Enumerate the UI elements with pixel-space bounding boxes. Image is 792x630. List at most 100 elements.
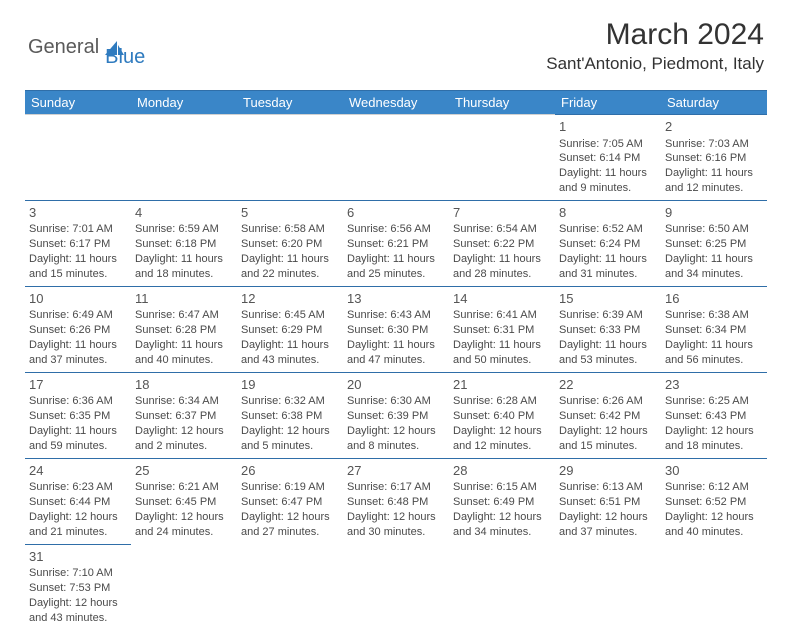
daylight-text: and 34 minutes.: [453, 525, 551, 540]
sunrise-text: Sunrise: 6:50 AM: [665, 222, 763, 237]
sunrise-text: Sunrise: 6:49 AM: [29, 308, 127, 323]
sunset-text: Sunset: 6:42 PM: [559, 409, 657, 424]
calendar-cell: 21Sunrise: 6:28 AMSunset: 6:40 PMDayligh…: [449, 372, 555, 458]
calendar-cell: 30Sunrise: 6:12 AMSunset: 6:52 PMDayligh…: [661, 458, 767, 544]
daylight-text: Daylight: 11 hours: [347, 338, 445, 353]
calendar-row: 1Sunrise: 7:05 AMSunset: 6:14 PMDaylight…: [25, 115, 767, 201]
daylight-text: and 40 minutes.: [665, 525, 763, 540]
daylight-text: Daylight: 12 hours: [559, 424, 657, 439]
day-number: 11: [135, 290, 233, 308]
daylight-text: Daylight: 11 hours: [453, 338, 551, 353]
day-number: 21: [453, 376, 551, 394]
sunset-text: Sunset: 6:18 PM: [135, 237, 233, 252]
daylight-text: and 56 minutes.: [665, 353, 763, 368]
daylight-text: and 27 minutes.: [241, 525, 339, 540]
daylight-text: and 50 minutes.: [453, 353, 551, 368]
day-number: 5: [241, 204, 339, 222]
sunset-text: Sunset: 6:21 PM: [347, 237, 445, 252]
weekday-header: Thursday: [449, 91, 555, 115]
daylight-text: Daylight: 12 hours: [665, 510, 763, 525]
weekday-header-row: Sunday Monday Tuesday Wednesday Thursday…: [25, 91, 767, 115]
daylight-text: Daylight: 12 hours: [347, 424, 445, 439]
logo-text-general: General: [28, 36, 99, 59]
sunrise-text: Sunrise: 6:36 AM: [29, 394, 127, 409]
daylight-text: Daylight: 12 hours: [241, 510, 339, 525]
daylight-text: and 37 minutes.: [29, 353, 127, 368]
day-number: 3: [29, 204, 127, 222]
day-number: 20: [347, 376, 445, 394]
daylight-text: and 8 minutes.: [347, 439, 445, 454]
calendar-row: 10Sunrise: 6:49 AMSunset: 6:26 PMDayligh…: [25, 286, 767, 372]
day-number: 14: [453, 290, 551, 308]
sunrise-text: Sunrise: 6:54 AM: [453, 222, 551, 237]
calendar-cell: 6Sunrise: 6:56 AMSunset: 6:21 PMDaylight…: [343, 200, 449, 286]
daylight-text: and 15 minutes.: [29, 267, 127, 282]
sunset-text: Sunset: 6:43 PM: [665, 409, 763, 424]
calendar-table: Sunday Monday Tuesday Wednesday Thursday…: [25, 90, 767, 630]
logo-text-blue: Blue: [105, 26, 145, 69]
sunset-text: Sunset: 6:16 PM: [665, 151, 763, 166]
day-number: 16: [665, 290, 763, 308]
page-title: March 2024: [546, 18, 764, 52]
day-number: 1: [559, 118, 657, 136]
sunset-text: Sunset: 6:20 PM: [241, 237, 339, 252]
day-number: 25: [135, 462, 233, 480]
calendar-cell: 5Sunrise: 6:58 AMSunset: 6:20 PMDaylight…: [237, 200, 343, 286]
weekday-header: Friday: [555, 91, 661, 115]
calendar-cell: 15Sunrise: 6:39 AMSunset: 6:33 PMDayligh…: [555, 286, 661, 372]
sunrise-text: Sunrise: 6:25 AM: [665, 394, 763, 409]
sunrise-text: Sunrise: 6:23 AM: [29, 480, 127, 495]
sunrise-text: Sunrise: 6:30 AM: [347, 394, 445, 409]
calendar-cell: 27Sunrise: 6:17 AMSunset: 6:48 PMDayligh…: [343, 458, 449, 544]
sunrise-text: Sunrise: 6:43 AM: [347, 308, 445, 323]
day-number: 22: [559, 376, 657, 394]
calendar-cell: 4Sunrise: 6:59 AMSunset: 6:18 PMDaylight…: [131, 200, 237, 286]
sunrise-text: Sunrise: 6:32 AM: [241, 394, 339, 409]
day-number: 15: [559, 290, 657, 308]
sunset-text: Sunset: 6:37 PM: [135, 409, 233, 424]
sunrise-text: Sunrise: 6:38 AM: [665, 308, 763, 323]
calendar-cell: 31Sunrise: 7:10 AMSunset: 7:53 PMDayligh…: [25, 544, 131, 629]
sunset-text: Sunset: 7:53 PM: [29, 581, 127, 596]
day-number: 6: [347, 204, 445, 222]
daylight-text: Daylight: 11 hours: [29, 252, 127, 267]
sunrise-text: Sunrise: 7:10 AM: [29, 566, 127, 581]
sunset-text: Sunset: 6:38 PM: [241, 409, 339, 424]
calendar-cell: 22Sunrise: 6:26 AMSunset: 6:42 PMDayligh…: [555, 372, 661, 458]
sunset-text: Sunset: 6:24 PM: [559, 237, 657, 252]
calendar-cell: [25, 115, 131, 201]
daylight-text: Daylight: 11 hours: [559, 252, 657, 267]
daylight-text: Daylight: 12 hours: [559, 510, 657, 525]
day-number: 7: [453, 204, 551, 222]
daylight-text: Daylight: 11 hours: [559, 338, 657, 353]
daylight-text: Daylight: 11 hours: [559, 166, 657, 181]
sunset-text: Sunset: 6:34 PM: [665, 323, 763, 338]
calendar-cell: 7Sunrise: 6:54 AMSunset: 6:22 PMDaylight…: [449, 200, 555, 286]
daylight-text: Daylight: 11 hours: [347, 252, 445, 267]
calendar-cell: 13Sunrise: 6:43 AMSunset: 6:30 PMDayligh…: [343, 286, 449, 372]
sunset-text: Sunset: 6:45 PM: [135, 495, 233, 510]
daylight-text: Daylight: 11 hours: [665, 338, 763, 353]
daylight-text: and 47 minutes.: [347, 353, 445, 368]
sunrise-text: Sunrise: 6:26 AM: [559, 394, 657, 409]
calendar-cell: 28Sunrise: 6:15 AMSunset: 6:49 PMDayligh…: [449, 458, 555, 544]
day-number: 30: [665, 462, 763, 480]
calendar-cell: 16Sunrise: 6:38 AMSunset: 6:34 PMDayligh…: [661, 286, 767, 372]
sunset-text: Sunset: 6:29 PM: [241, 323, 339, 338]
calendar-row: 31Sunrise: 7:10 AMSunset: 7:53 PMDayligh…: [25, 544, 767, 629]
daylight-text: and 5 minutes.: [241, 439, 339, 454]
daylight-text: and 30 minutes.: [347, 525, 445, 540]
calendar-cell: 26Sunrise: 6:19 AMSunset: 6:47 PMDayligh…: [237, 458, 343, 544]
sunrise-text: Sunrise: 6:47 AM: [135, 308, 233, 323]
calendar-cell: 10Sunrise: 6:49 AMSunset: 6:26 PMDayligh…: [25, 286, 131, 372]
day-number: 18: [135, 376, 233, 394]
daylight-text: Daylight: 12 hours: [453, 510, 551, 525]
sunset-text: Sunset: 6:47 PM: [241, 495, 339, 510]
title-block: March 2024 Sant'Antonio, Piedmont, Italy: [546, 18, 764, 74]
calendar-cell: 29Sunrise: 6:13 AMSunset: 6:51 PMDayligh…: [555, 458, 661, 544]
calendar-cell: 25Sunrise: 6:21 AMSunset: 6:45 PMDayligh…: [131, 458, 237, 544]
sunset-text: Sunset: 6:28 PM: [135, 323, 233, 338]
sunrise-text: Sunrise: 7:05 AM: [559, 137, 657, 152]
sunset-text: Sunset: 6:52 PM: [665, 495, 763, 510]
daylight-text: Daylight: 11 hours: [135, 252, 233, 267]
